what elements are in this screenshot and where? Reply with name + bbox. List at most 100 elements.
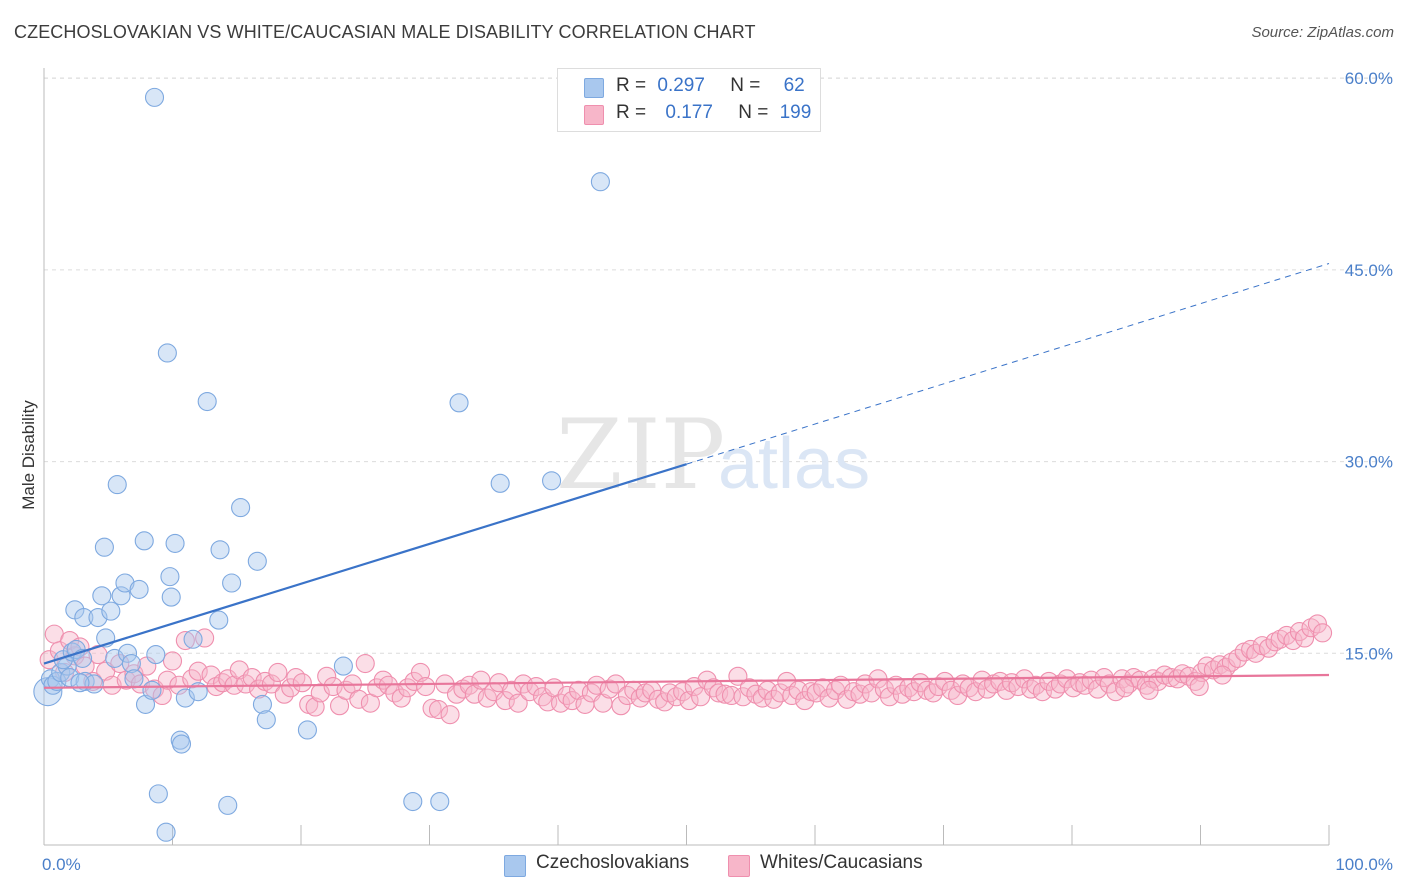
chart-title: CZECHOSLOVAKIAN VS WHITE/CAUCASIAN MALE … bbox=[14, 22, 756, 42]
data-point bbox=[94, 537, 114, 557]
data-point bbox=[157, 343, 177, 363]
data-point bbox=[861, 683, 882, 703]
trend-line-whites bbox=[43, 673, 1330, 689]
trend-line-czechoslovakians bbox=[43, 463, 687, 665]
data-point bbox=[115, 573, 135, 593]
data-point bbox=[70, 673, 90, 693]
data-point bbox=[1307, 614, 1327, 634]
data-point bbox=[837, 689, 857, 709]
data-point bbox=[107, 475, 127, 495]
data-point bbox=[1021, 679, 1041, 699]
data-point bbox=[1075, 675, 1095, 695]
data-point bbox=[162, 651, 183, 671]
data-point bbox=[111, 586, 131, 606]
data-point bbox=[508, 693, 528, 713]
data-point bbox=[464, 684, 485, 704]
axes bbox=[43, 68, 1330, 846]
y-tick-label: 15.0% bbox=[1345, 644, 1393, 663]
data-point bbox=[135, 694, 156, 714]
data-point bbox=[1050, 674, 1070, 694]
data-point bbox=[590, 172, 610, 192]
data-point bbox=[252, 694, 273, 714]
data-point bbox=[349, 689, 369, 709]
data-point bbox=[247, 551, 267, 571]
x-tick-label: 0.0% bbox=[42, 855, 81, 874]
data-point bbox=[222, 573, 242, 593]
data-point bbox=[928, 676, 948, 697]
data-point bbox=[261, 674, 281, 694]
series-czechoslovakians bbox=[33, 87, 610, 842]
legend-label-czechoslovakians: Czechoslovakians bbox=[536, 852, 690, 873]
data-point bbox=[416, 676, 436, 697]
data-point bbox=[703, 678, 724, 698]
series-whites bbox=[39, 614, 1333, 725]
legend-label-whites: Whites/Caucasians bbox=[760, 852, 923, 873]
data-point bbox=[209, 610, 229, 630]
legend-n-value: 62 bbox=[783, 75, 805, 96]
data-point bbox=[144, 87, 165, 107]
data-point bbox=[129, 579, 149, 599]
data-point bbox=[1139, 680, 1159, 700]
data-point bbox=[599, 679, 619, 699]
data-point bbox=[148, 784, 168, 804]
legend-r-label: R = bbox=[616, 75, 647, 96]
data-point bbox=[188, 661, 208, 681]
data-point bbox=[84, 674, 104, 694]
data-point bbox=[422, 698, 442, 718]
data-point bbox=[449, 393, 469, 413]
data-point bbox=[782, 685, 802, 706]
data-point bbox=[134, 531, 154, 551]
data-point bbox=[197, 391, 217, 412]
y-axis-label: Male Disability bbox=[19, 400, 38, 510]
legend-r-value: 0.297 bbox=[657, 75, 705, 96]
data-point bbox=[286, 668, 306, 688]
legend-n-label: N = bbox=[730, 75, 761, 96]
data-point bbox=[297, 720, 317, 740]
data-point bbox=[557, 685, 577, 706]
data-point bbox=[157, 670, 177, 690]
data-point bbox=[156, 822, 176, 842]
data-point bbox=[92, 586, 112, 606]
data-point bbox=[121, 653, 141, 674]
trend-layer bbox=[43, 263, 1330, 689]
data-point bbox=[948, 685, 968, 706]
legend-swatch-czechoslovakians bbox=[504, 855, 526, 877]
tick-labels: 15.0% 30.0% 45.0% 60.0% 0.0% 100.0% bbox=[42, 69, 1393, 874]
legend-r-value: 0.177 bbox=[665, 102, 713, 123]
data-point bbox=[1189, 676, 1209, 697]
data-point bbox=[210, 540, 230, 560]
data-point bbox=[459, 675, 479, 695]
data-point bbox=[806, 683, 826, 703]
data-point bbox=[292, 673, 312, 693]
data-point bbox=[256, 710, 276, 730]
data-point bbox=[1115, 678, 1135, 698]
legend-swatch-czechoslovakians bbox=[584, 78, 604, 98]
data-point bbox=[142, 680, 162, 700]
data-point bbox=[333, 656, 353, 676]
watermark-zip: ZIP bbox=[556, 399, 725, 511]
data-point bbox=[666, 687, 686, 707]
data-point bbox=[117, 643, 138, 663]
data-point bbox=[1295, 628, 1315, 648]
data-point bbox=[130, 674, 150, 694]
legend-swatch-whites bbox=[584, 105, 604, 125]
data-point bbox=[183, 629, 203, 649]
data-point bbox=[586, 675, 607, 695]
data-point bbox=[1099, 674, 1119, 694]
watermark: ZIP atlas bbox=[556, 399, 870, 511]
data-point bbox=[213, 673, 233, 693]
legend-n-label: N = bbox=[738, 102, 769, 123]
data-point bbox=[1313, 623, 1333, 643]
data-point bbox=[367, 678, 387, 698]
source-label: Source: ZipAtlas.com bbox=[1251, 24, 1394, 41]
data-point bbox=[611, 696, 631, 716]
data-point bbox=[160, 567, 180, 587]
data-point bbox=[1289, 622, 1309, 642]
data-point bbox=[124, 669, 144, 689]
data-point bbox=[679, 691, 699, 711]
correlation-legend: R = 0.297 N = 62 R = 0.177 N = 199 bbox=[557, 68, 821, 132]
legend-r-label: R = bbox=[616, 102, 647, 123]
data-point bbox=[161, 587, 181, 607]
data-point bbox=[1246, 643, 1266, 663]
